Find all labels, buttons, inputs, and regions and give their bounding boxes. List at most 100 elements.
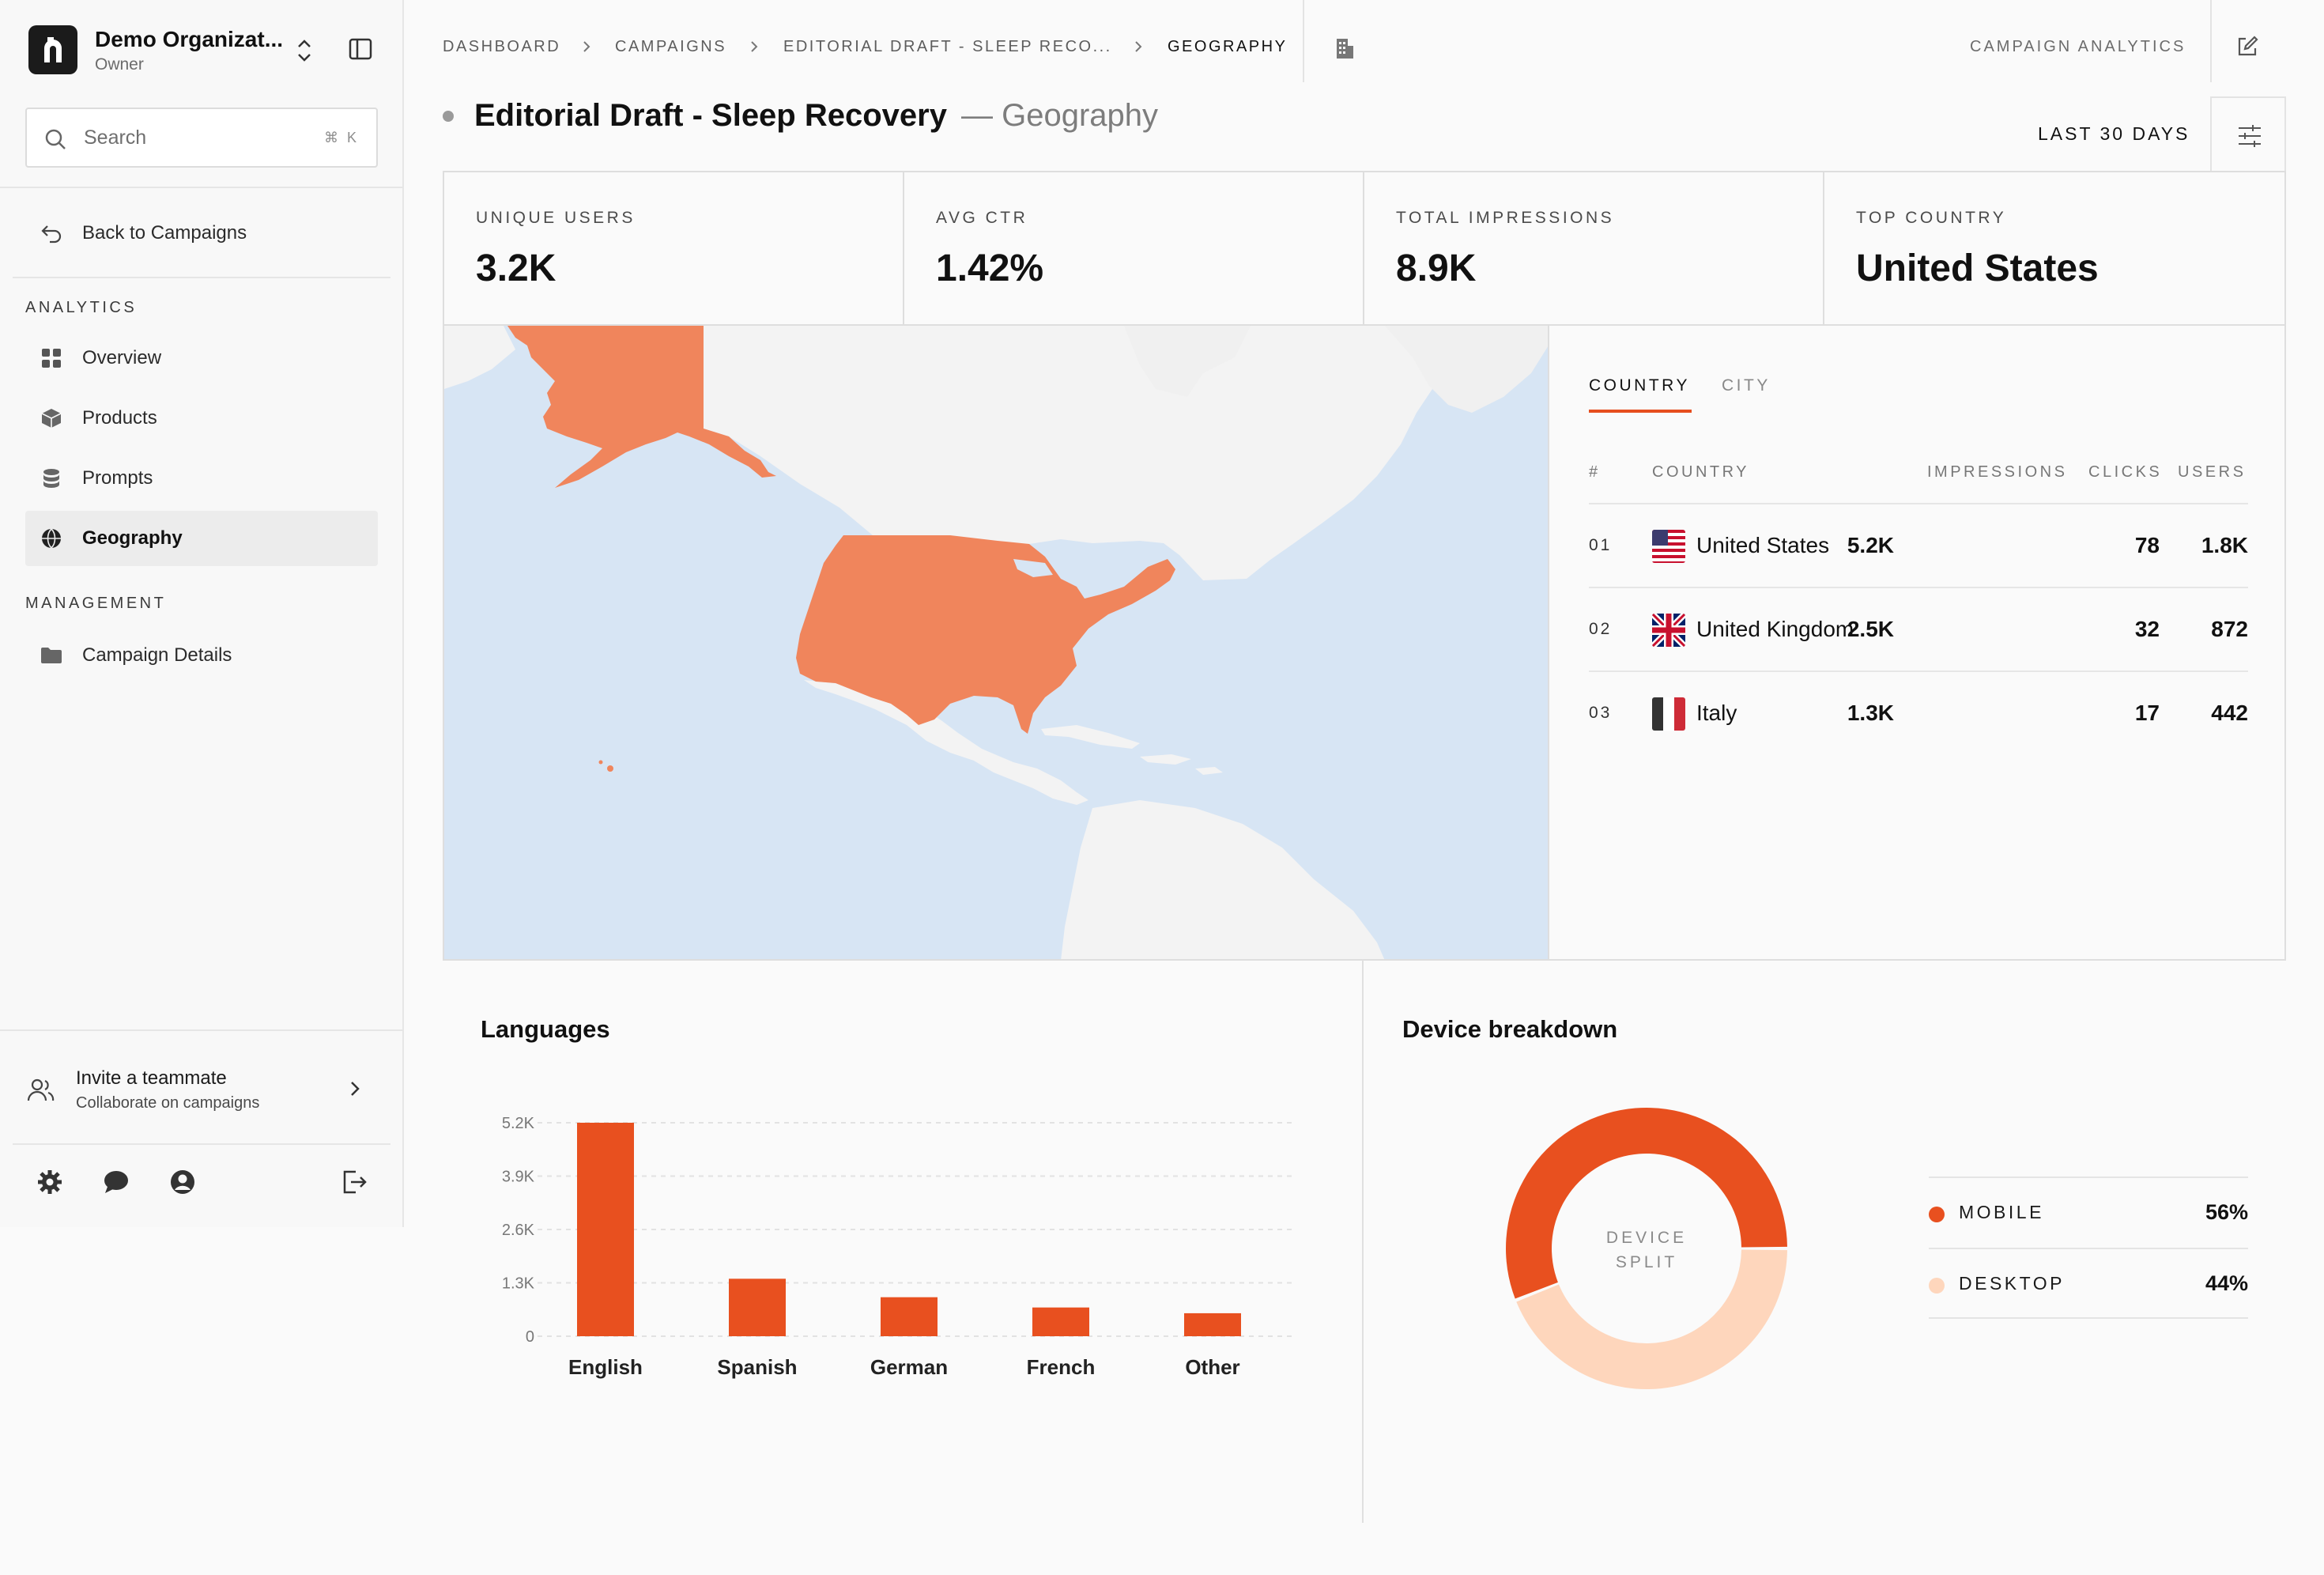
sliders-icon [2239, 125, 2261, 147]
breadcrumb-campaign[interactable]: EDITORIAL DRAFT - SLEEP RECO... [783, 38, 1112, 55]
map-land-cuba [1041, 725, 1140, 749]
row-country: Italy [1696, 701, 1737, 725]
breadcrumb-dashboard[interactable]: DASHBOARD [443, 38, 561, 55]
bar-german[interactable] [881, 1297, 938, 1336]
sidebar-item-label: Prompts [82, 467, 153, 489]
row-rank: 02 [1589, 620, 1613, 638]
org-switcher[interactable]: Demo Organizat... Owner [28, 25, 376, 76]
stat-card-avg-ctr: AVG CTR 1.42% [904, 172, 1364, 324]
management-section-label: MANAGEMENT [25, 595, 167, 612]
x-tick-label: Other [1185, 1355, 1239, 1379]
back-to-campaigns-link[interactable]: Back to Campaigns [25, 206, 378, 261]
divider [1303, 0, 1304, 82]
row-impressions: 2.5K [1847, 617, 1894, 641]
row-impressions: 5.2K [1847, 533, 1894, 557]
invite-teammate-button[interactable]: Invite a teammate Collaborate on campaig… [13, 1050, 384, 1129]
sidebar-item-products[interactable]: Products [25, 391, 378, 446]
bar-spanish[interactable] [729, 1279, 786, 1336]
settings-gear-icon[interactable] [35, 1167, 65, 1197]
campaign-analytics-link[interactable]: CAMPAIGN ANALYTICS [1970, 38, 2186, 55]
table-row[interactable]: 03 Italy 1.3K 17 442 [1589, 670, 2248, 754]
row-clicks: 17 [2134, 701, 2160, 725]
donut-slice-mobile[interactable] [1506, 1108, 1787, 1299]
edit-icon[interactable] [2235, 35, 2259, 59]
sidebar-item-prompts[interactable]: Prompts [25, 451, 378, 506]
row-clicks: 78 [2134, 533, 2160, 557]
donut-slice-desktop[interactable] [1516, 1249, 1787, 1389]
italy-flag-icon [1652, 697, 1685, 731]
divider [13, 1143, 390, 1145]
breadcrumb-campaigns[interactable]: CAMPAIGNS [615, 38, 727, 55]
stat-label: UNIQUE USERS [476, 209, 636, 227]
top-bar: DASHBOARD CAMPAIGNS EDITORIAL DRAFT - SL… [406, 0, 2324, 82]
device-donut-chart [1506, 1108, 1787, 1389]
sidebar-item-campaign-details[interactable]: Campaign Details [25, 628, 378, 683]
row-users: 442 [2211, 701, 2248, 725]
globe-icon [42, 528, 61, 549]
chevron-up-down-icon[interactable] [292, 35, 316, 66]
invite-title: Invite a teammate [76, 1067, 227, 1089]
sidebar-item-overview[interactable]: Overview [25, 330, 378, 386]
row-users: 872 [2211, 617, 2248, 641]
filter-button[interactable] [2210, 96, 2286, 172]
back-to-campaigns-label: Back to Campaigns [82, 222, 247, 244]
col-header-users[interactable]: USERS [2178, 463, 2247, 481]
legend-value: 56% [2205, 1200, 2248, 1224]
languages-chart-title: Languages [481, 1015, 610, 1043]
map-highlight-hawaii [598, 760, 603, 765]
chevron-right-icon [1135, 41, 1142, 52]
database-icon [43, 469, 59, 488]
chevron-right-icon [351, 1082, 360, 1096]
stat-card-top-country: TOP COUNTRY United States [1824, 172, 2284, 324]
col-header-impressions[interactable]: IMPRESSIONS [1927, 463, 2068, 481]
users-icon [27, 1078, 55, 1101]
bar-english[interactable] [577, 1123, 634, 1336]
stat-value: United States [1856, 247, 2099, 289]
col-header-rank: # [1589, 463, 1601, 481]
table-row[interactable]: 01 United States 5.2K 78 1.8K [1589, 503, 2248, 587]
y-tick-label: 0 [526, 1328, 534, 1346]
tab-city[interactable]: CITY [1722, 376, 1771, 395]
org-role: Owner [95, 55, 144, 74]
sidebar-item-geography[interactable]: Geography [25, 511, 378, 566]
row-users: 1.8K [2201, 533, 2248, 557]
map-highlight-us [796, 535, 1175, 734]
building-icon[interactable] [1334, 36, 1356, 60]
search-input[interactable]: Search ⌘ K [25, 108, 378, 168]
sidebar-item-label: Campaign Details [82, 644, 232, 666]
tab-country[interactable]: COUNTRY [1589, 376, 1690, 395]
col-header-clicks[interactable]: CLICKS [2088, 463, 2163, 481]
page-subtitle: — Geography [961, 98, 1159, 133]
geo-table-panel: COUNTRY CITY # COUNTRY IMPRESSIONS CLICK… [1548, 326, 2286, 961]
grid-icon [42, 349, 61, 368]
sidebar: Demo Organizat... Owner Search ⌘ K Back … [0, 0, 404, 1227]
account-icon[interactable] [168, 1167, 198, 1197]
sidebar-item-label: Overview [82, 347, 162, 368]
donut-center-label: DEVICE SPLIT [1502, 1226, 1791, 1275]
stat-card-unique-users: UNIQUE USERS 3.2K [444, 172, 904, 324]
map-land-south-america [1061, 800, 1385, 959]
sidebar-item-label: Geography [82, 527, 183, 549]
sidebar-toggle-icon[interactable] [348, 36, 373, 62]
x-tick-label: Spanish [717, 1355, 797, 1379]
chat-bubble-icon[interactable] [101, 1167, 131, 1197]
active-tab-indicator [1589, 410, 1692, 413]
row-rank: 03 [1589, 704, 1613, 722]
bar-french[interactable] [1032, 1307, 1089, 1336]
divider [0, 1029, 404, 1031]
divider [2210, 0, 2212, 82]
search-placeholder: Search [84, 127, 147, 149]
table-row[interactable]: 02 United Kingdom 2.5K 32 872 [1589, 587, 2248, 670]
y-tick-label: 3.9K [502, 1169, 535, 1186]
logout-icon[interactable] [338, 1167, 368, 1197]
back-arrow-icon [41, 225, 62, 244]
stat-value: 3.2K [476, 247, 556, 289]
sidebar-item-label: Products [82, 407, 157, 429]
bar-other[interactable] [1184, 1312, 1241, 1336]
page-title: Editorial Draft - Sleep Recovery [474, 98, 947, 133]
stat-value: 1.42% [936, 247, 1044, 289]
map-highlight-alaska [507, 326, 776, 488]
world-map[interactable] [443, 326, 1549, 961]
invite-subtitle: Collaborate on campaigns [76, 1094, 260, 1112]
date-range-label[interactable]: LAST 30 DAYS [2038, 123, 2190, 144]
